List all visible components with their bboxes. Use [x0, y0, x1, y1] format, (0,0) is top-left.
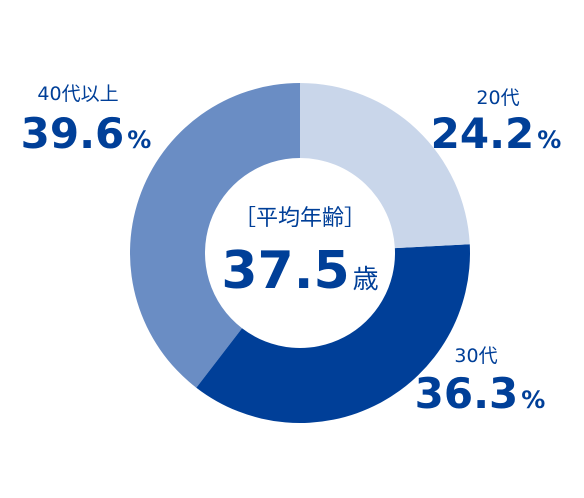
center-value: 37.5 歳 [221, 241, 378, 301]
value-suffix: % [127, 126, 151, 154]
value-suffix: % [521, 386, 545, 414]
slice [300, 83, 470, 249]
value-label: 24.2% [431, 109, 562, 158]
center-number: 37.5 [221, 241, 349, 301]
value-number: 36.3 [415, 369, 519, 418]
category-label: 20代 [476, 87, 519, 109]
category-label: 30代 [454, 345, 497, 367]
value-label: 36.3% [415, 369, 546, 418]
slice [196, 244, 471, 423]
center-label: ［平均年齢］ [234, 206, 366, 231]
slice [129, 83, 300, 388]
value-label: 39.6% [21, 109, 152, 158]
center-unit: 歳 [353, 265, 379, 295]
value-suffix: % [537, 126, 561, 154]
category-label: 40代以上 [37, 83, 118, 105]
value-number: 24.2 [431, 109, 535, 158]
value-number: 39.6 [21, 109, 125, 158]
